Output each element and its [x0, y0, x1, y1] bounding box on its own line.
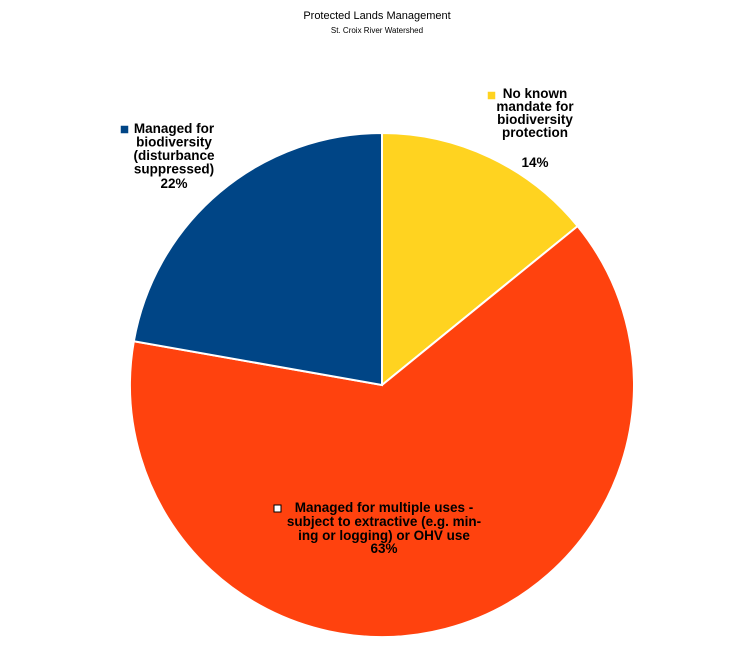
slice-label-line: mandate for [496, 99, 574, 114]
slice-label-line: No known [503, 86, 568, 101]
chart-title: Protected Lands Management [303, 10, 450, 22]
slice-value-label: 63% [370, 541, 397, 556]
legend-marker-icon [273, 504, 282, 513]
slice-label-3: Managed forbiodiversity(disturbancesuppr… [120, 121, 215, 191]
slice-value-label: 22% [160, 176, 187, 191]
pie-slice-3 [132, 131, 383, 387]
chart-subtitle: St. Croix River Watershed [331, 26, 423, 35]
slice-label-line: suppressed) [134, 162, 214, 177]
slice-label-line: biodiversity [136, 135, 212, 150]
slice-label-line: ing or logging) or OHV use [298, 528, 470, 543]
slice-label-line: Managed for [134, 121, 215, 136]
legend-marker-icon [120, 125, 129, 134]
slice-label-line: Managed for multiple uses - [295, 500, 474, 515]
slice-label-line: protection [502, 125, 568, 140]
slice-value-label: 14% [521, 155, 548, 170]
pie-slice-1 [381, 131, 579, 388]
pie-slices [129, 131, 635, 638]
slice-label-2: Managed for multiple uses -subject to ex… [273, 500, 481, 556]
legend-marker-icon [487, 91, 496, 100]
pie-slice-2 [129, 224, 635, 638]
slice-label-line: subject to extractive (e.g. min- [287, 514, 481, 529]
slice-label-line: biodiversity [497, 112, 573, 127]
slice-label-line: (disturbance [133, 148, 215, 163]
